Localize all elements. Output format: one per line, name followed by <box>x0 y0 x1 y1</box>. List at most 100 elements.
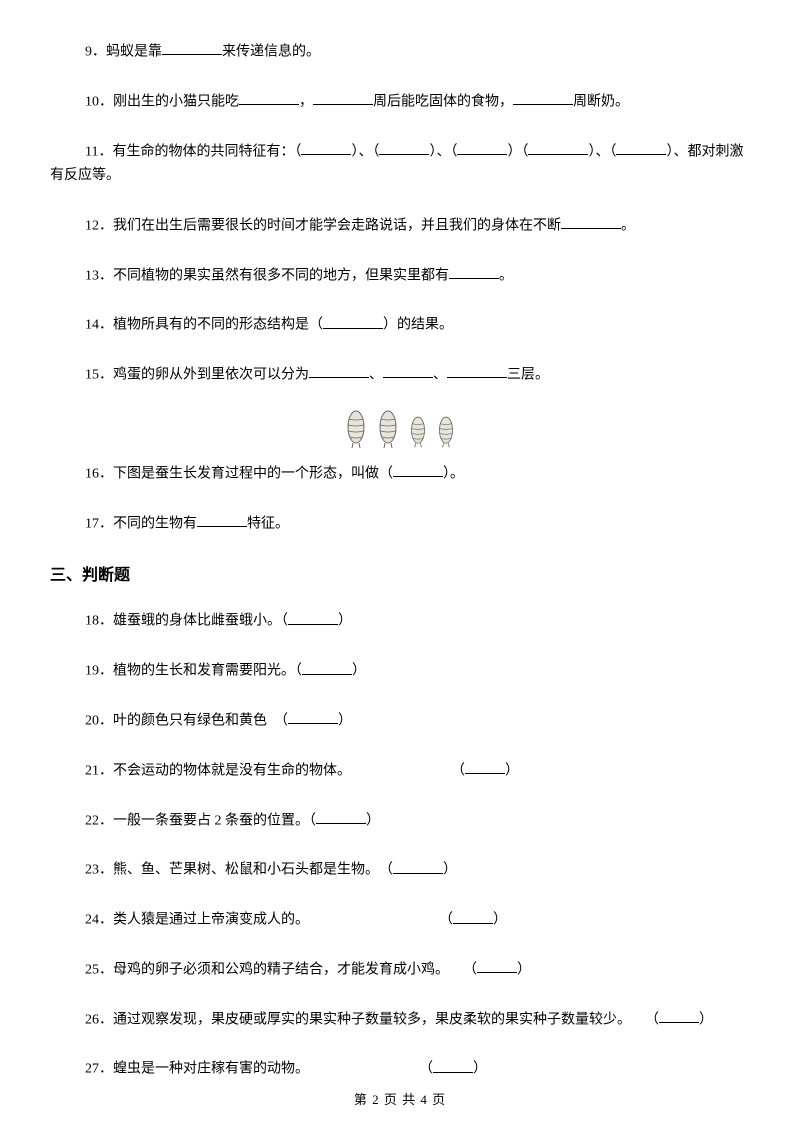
t: 鸡蛋的卵从外到里依次可以分为 <box>113 367 309 382</box>
question-17: 17．不同的生物有特征。 <box>50 512 750 536</box>
question-14: 14．植物所具有的不同的形态结构是（）的结果。 <box>50 313 750 337</box>
t: 来传递信息的。 <box>222 44 320 59</box>
blank[interactable] <box>477 958 517 973</box>
q-num: 21． <box>85 763 113 778</box>
t: 蚂蚁是靠 <box>106 44 162 59</box>
q-num: 10． <box>85 94 113 109</box>
t: 叶的颜色只有绿色和黄色 （ <box>113 713 288 728</box>
t: ）（ <box>507 144 528 159</box>
blank[interactable] <box>465 759 505 774</box>
t: 通过观察发现，果皮硬或厚实的果实种子数量较多，果皮柔软的果实种子数量较少。 （ <box>113 1012 659 1027</box>
t: ） <box>473 1062 487 1077</box>
blank[interactable] <box>288 709 338 724</box>
blank[interactable] <box>313 90 373 105</box>
t: 雄蚕蛾的身体比雌蚕蛾小。（ <box>113 614 288 629</box>
q-num: 23． <box>85 863 113 878</box>
question-11-wrap: 有反应等。 <box>50 165 750 187</box>
t: ）、（ <box>588 144 616 159</box>
blank[interactable] <box>447 363 507 378</box>
q-num: 25． <box>85 962 113 977</box>
blank[interactable] <box>302 659 352 674</box>
q-num: 19． <box>85 664 113 679</box>
q-num: 14． <box>85 318 113 333</box>
blank[interactable] <box>513 90 573 105</box>
blank[interactable] <box>659 1008 699 1023</box>
t: 熊、鱼、芒果树、松鼠和小石头都是生物。 （ <box>113 863 393 878</box>
t: ）、（ <box>351 144 379 159</box>
blank[interactable] <box>393 858 443 873</box>
question-13: 13．不同植物的果实虽然有很多不同的地方，但果实里都有。 <box>50 264 750 288</box>
t: ）的结果。 <box>383 318 453 333</box>
blank[interactable] <box>561 214 621 229</box>
t: ， <box>299 94 313 109</box>
blank[interactable] <box>197 512 247 527</box>
q-num: 12． <box>85 218 113 233</box>
t: 。 <box>621 218 635 233</box>
blank[interactable] <box>528 140 588 155</box>
t: （ <box>439 913 453 928</box>
blank[interactable] <box>433 1057 473 1072</box>
t: 有反应等。 <box>50 168 120 183</box>
t: 我们在出生后需要很长的时间才能学会走路说话，并且我们的身体在不断 <box>113 218 561 233</box>
blank[interactable] <box>323 313 383 328</box>
question-10: 10．刚出生的小猫只能吃 ， 周后能吃固体的食物， 周断奶。 <box>50 90 750 114</box>
q-num: 27． <box>85 1062 113 1077</box>
question-27: 27．蝗虫是一种对庄稼有害的动物。 （ ） <box>50 1057 750 1081</box>
q-num: 11． <box>85 144 112 159</box>
question-20: 20．叶的颜色只有绿色和黄色 （ ） <box>50 709 750 733</box>
t: ） <box>366 813 380 828</box>
t: 不同植物的果实虽然有很多不同的地方，但果实里都有 <box>113 268 449 283</box>
question-15: 15．鸡蛋的卵从外到里依次可以分为、、三层。 <box>50 363 750 387</box>
blank[interactable] <box>453 908 493 923</box>
question-24: 24．类人猿是通过上帝演变成人的。（） <box>50 908 750 932</box>
blank[interactable] <box>288 609 338 624</box>
t: ） <box>699 1012 713 1027</box>
blank[interactable] <box>162 40 222 55</box>
t: 刚出生的小猫只能吃 <box>113 94 239 109</box>
t: 母鸡的卵子必须和公鸡的精子结合，才能发育成小鸡。 （ <box>113 962 477 977</box>
t: ） <box>338 713 352 728</box>
section-title-judgement: 三、判断题 <box>50 561 750 585</box>
blank[interactable] <box>383 363 433 378</box>
t: 植物的生长和发育需要阳光。（ <box>113 664 302 679</box>
question-22: 22．一般一条蚕要占 2 条蚕的位置。（ ） <box>50 809 750 833</box>
blank[interactable] <box>379 140 429 155</box>
pupa-icon <box>437 413 455 454</box>
q-num: 17． <box>85 516 113 531</box>
t: 三层。 <box>507 367 549 382</box>
t: （ <box>419 1062 433 1077</box>
blank[interactable] <box>449 264 499 279</box>
pupa-icon <box>377 407 399 454</box>
blank[interactable] <box>616 140 666 155</box>
q-num: 20． <box>85 713 113 728</box>
t: 一般一条蚕要占 2 条蚕的位置。（ <box>113 813 316 828</box>
t: ）、都对刺激 <box>666 144 743 159</box>
question-16: 16．下图是蚕生长发育过程中的一个形态，叫做（）。 <box>50 462 750 486</box>
t: 蝗虫是一种对庄稼有害的动物。 <box>113 1062 309 1077</box>
question-23: 23．熊、鱼、芒果树、松鼠和小石头都是生物。 （ ） <box>50 858 750 882</box>
pupa-icon <box>409 413 427 454</box>
t: 周断奶。 <box>573 94 629 109</box>
t: 。 <box>499 268 513 283</box>
t: 周后能吃固体的食物， <box>373 94 513 109</box>
blank[interactable] <box>393 462 443 477</box>
q-num: 22． <box>85 813 113 828</box>
blank[interactable] <box>309 363 369 378</box>
t: 不同的生物有 <box>113 516 197 531</box>
t: 、 <box>369 367 383 382</box>
t: 不会运动的物体就是没有生命的物体。 <box>113 763 351 778</box>
blank[interactable] <box>457 140 507 155</box>
blank[interactable] <box>316 809 366 824</box>
question-12: 12．我们在出生后需要很长的时间才能学会走路说话，并且我们的身体在不断 。 <box>50 214 750 238</box>
t: 有生命的物体的共同特征有：（ <box>112 144 301 159</box>
t: ）。 <box>443 466 464 481</box>
blank[interactable] <box>301 140 351 155</box>
t: ） <box>517 962 531 977</box>
q-num: 26． <box>85 1012 113 1027</box>
question-21: 21．不会运动的物体就是没有生命的物体。（） <box>50 759 750 783</box>
q-num: 24． <box>85 913 113 928</box>
question-19: 19．植物的生长和发育需要阳光。（） <box>50 659 750 683</box>
t: ） <box>443 863 457 878</box>
silkworm-pupa-image <box>50 407 750 454</box>
blank[interactable] <box>239 90 299 105</box>
